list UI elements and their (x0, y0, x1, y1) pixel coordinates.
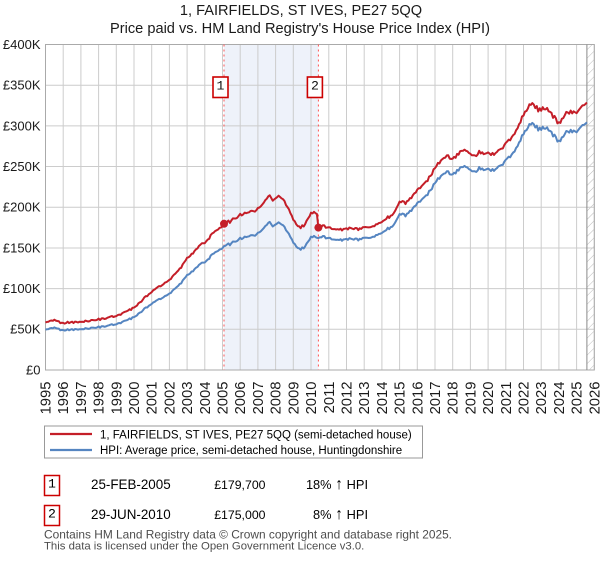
svg-text:£250K: £250K (3, 159, 41, 174)
svg-text:£200K: £200K (3, 200, 41, 215)
svg-text:2014: 2014 (375, 382, 391, 415)
svg-text:HPI: Average price, semi-detac: HPI: Average price, semi-detached house,… (100, 445, 402, 457)
svg-text:£150K: £150K (3, 240, 41, 255)
svg-text:1, FAIRFIELDS, ST IVES, PE27 5: 1, FAIRFIELDS, ST IVES, PE27 5QQ (180, 3, 422, 19)
svg-text:1996: 1996 (56, 382, 72, 415)
svg-text:£300K: £300K (3, 118, 41, 133)
svg-text:2003: 2003 (180, 382, 196, 415)
svg-text:This data is licensed under th: This data is licensed under the Open Gov… (44, 540, 364, 552)
svg-text:25-FEB-2005: 25-FEB-2005 (91, 477, 171, 492)
svg-text:2009: 2009 (286, 382, 302, 415)
svg-text:2026: 2026 (587, 382, 600, 415)
svg-text:2023: 2023 (534, 382, 550, 415)
svg-text:2008: 2008 (269, 382, 285, 415)
svg-text:£400K: £400K (3, 37, 41, 52)
svg-text:1999: 1999 (109, 382, 125, 415)
svg-text:2000: 2000 (127, 382, 143, 415)
svg-text:2020: 2020 (481, 382, 497, 415)
svg-text:£100K: £100K (3, 281, 41, 296)
svg-text:1998: 1998 (92, 382, 108, 415)
svg-text:2: 2 (311, 79, 319, 94)
svg-text:£50K: £50K (10, 322, 41, 337)
svg-text:2011: 2011 (322, 382, 338, 414)
svg-text:2017: 2017 (428, 382, 444, 415)
svg-text:2010: 2010 (304, 382, 320, 415)
svg-text:2001: 2001 (145, 382, 161, 415)
svg-text:£175,000: £175,000 (214, 508, 265, 522)
svg-text:2013: 2013 (357, 382, 373, 415)
svg-text:1995: 1995 (39, 382, 55, 415)
svg-text:2018: 2018 (446, 382, 462, 415)
svg-text:2002: 2002 (162, 382, 178, 415)
svg-text:2006: 2006 (233, 382, 249, 415)
svg-text:2015: 2015 (393, 382, 409, 415)
svg-text:£0: £0 (26, 362, 40, 377)
svg-text:18% ↑ HPI: 18% ↑ HPI (306, 476, 368, 493)
svg-text:1: 1 (217, 79, 225, 94)
svg-text:Contains HM Land Registry data: Contains HM Land Registry data © Crown c… (44, 528, 452, 542)
svg-text:2021: 2021 (499, 382, 515, 415)
svg-text:2005: 2005 (216, 382, 232, 415)
svg-text:2012: 2012 (340, 382, 356, 415)
svg-text:2004: 2004 (198, 382, 214, 415)
svg-text:2025: 2025 (570, 382, 586, 415)
svg-text:1, FAIRFIELDS, ST IVES, PE27 5: 1, FAIRFIELDS, ST IVES, PE27 5QQ (semi-d… (100, 430, 412, 442)
svg-text:8% ↑ HPI: 8% ↑ HPI (313, 506, 368, 523)
svg-text:29-JUN-2010: 29-JUN-2010 (91, 507, 171, 522)
svg-text:2024: 2024 (552, 382, 568, 415)
svg-text:£350K: £350K (3, 78, 41, 93)
svg-text:2007: 2007 (251, 382, 267, 415)
svg-text:1997: 1997 (74, 382, 90, 415)
svg-text:Price paid vs. HM Land Registr: Price paid vs. HM Land Registry's House … (110, 21, 490, 37)
svg-text:2022: 2022 (517, 382, 533, 415)
svg-text:2: 2 (48, 507, 56, 522)
svg-text:1: 1 (48, 477, 56, 492)
svg-text:2019: 2019 (463, 382, 479, 415)
svg-text:2016: 2016 (410, 382, 426, 415)
svg-text:£179,700: £179,700 (214, 478, 265, 492)
